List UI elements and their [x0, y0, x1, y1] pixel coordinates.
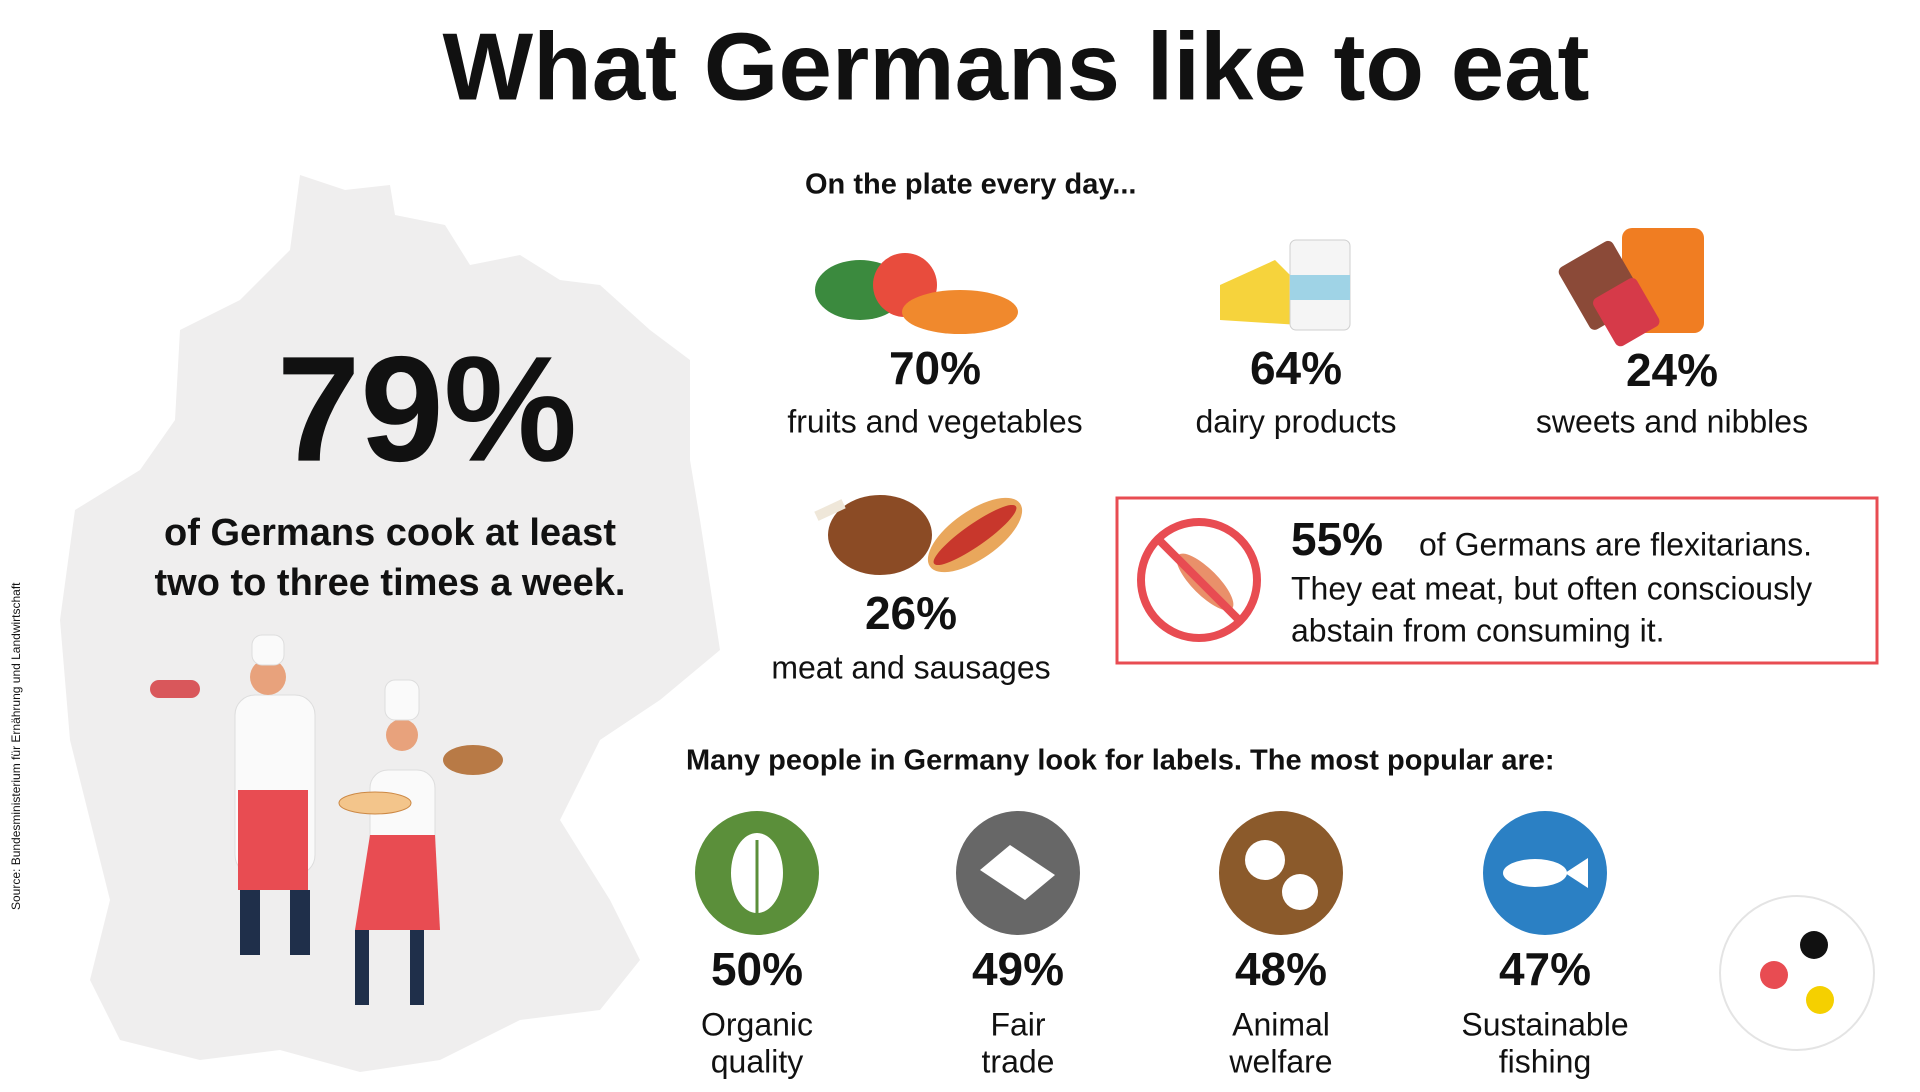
daily-value: 70%	[889, 342, 981, 394]
daily-heading: On the plate every day...	[805, 169, 1136, 201]
daily-value: 64%	[1250, 342, 1342, 394]
sweets-icon	[1558, 228, 1704, 347]
label-value: 50%	[711, 943, 803, 995]
label-value: 47%	[1499, 943, 1591, 995]
labels-heading: Many people in Germany look for labels. …	[686, 745, 1555, 777]
source: Source: Bundesministerium für Ernährung …	[9, 582, 23, 910]
headline-value: 79%	[277, 325, 577, 493]
organic-icon	[695, 811, 819, 935]
label-text: welfare	[1228, 1043, 1332, 1079]
daily-label: fruits and vegetables	[787, 403, 1082, 439]
flexitarian-value: 55%	[1291, 513, 1383, 565]
page-title: What Germans like to eat	[443, 13, 1590, 120]
animal-welfare-icon	[1219, 811, 1343, 935]
label-text: Fair	[990, 1006, 1045, 1042]
label-text: Sustainable	[1461, 1006, 1628, 1042]
chefs-illustration	[150, 634, 503, 1005]
daily-label: dairy products	[1196, 403, 1397, 439]
label-text: quality	[711, 1043, 804, 1079]
germany-map	[60, 175, 720, 1072]
daily-label: sweets and nibbles	[1536, 403, 1808, 439]
no-meat-icon	[1137, 518, 1261, 642]
flexitarian-box	[1115, 496, 1879, 665]
headline-text: of Germans cook at least	[164, 512, 616, 554]
daily-label: meat and sausages	[771, 649, 1050, 685]
label-text: Organic	[701, 1006, 813, 1042]
fishing-icon	[1483, 811, 1607, 935]
daily-value: 24%	[1626, 344, 1718, 396]
headline-text: two to three times a week.	[155, 562, 626, 604]
fair-trade-icon	[956, 811, 1080, 935]
label-text: fishing	[1499, 1043, 1592, 1079]
label-text: trade	[982, 1043, 1055, 1079]
flexitarian-text: abstain from consuming it.	[1291, 612, 1665, 648]
meat-icon	[814, 495, 1023, 575]
flexitarian-text: They eat meat, but often consciously	[1291, 570, 1812, 606]
flexitarian-text: of Germans are flexitarians.	[1419, 526, 1812, 562]
label-value: 49%	[972, 943, 1064, 995]
daily-value: 26%	[865, 587, 957, 639]
label-text: Animal	[1232, 1006, 1330, 1042]
dairy-icon	[1220, 239, 1351, 331]
label-value: 48%	[1235, 943, 1327, 995]
logo	[1719, 895, 1875, 1051]
vegetables-icon	[815, 253, 1018, 334]
